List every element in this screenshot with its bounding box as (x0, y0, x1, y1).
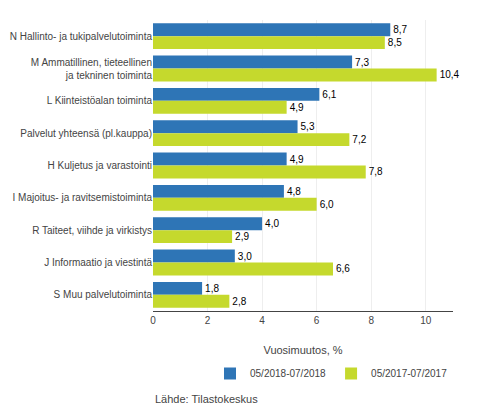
svg-text:10,4: 10,4 (440, 69, 460, 80)
svg-text:4,8: 4,8 (287, 186, 301, 197)
svg-text:4,9: 4,9 (290, 102, 304, 113)
svg-text:H Kuljetus ja varastointi: H Kuljetus ja varastointi (48, 160, 153, 171)
svg-text:05/2017-07/2017: 05/2017-07/2017 (371, 368, 447, 379)
svg-text:7,3: 7,3 (355, 57, 369, 68)
svg-text:R Taiteet, viihde ja virkistys: R Taiteet, viihde ja virkistys (32, 225, 152, 236)
svg-text:2,8: 2,8 (232, 296, 246, 307)
svg-text:2: 2 (205, 315, 211, 326)
svg-text:J Informaatio ja viestintä: J Informaatio ja viestintä (44, 257, 152, 268)
svg-text:8: 8 (368, 315, 374, 326)
svg-text:Palvelut yhteensä (pl.kauppa): Palvelut yhteensä (pl.kauppa) (20, 128, 152, 139)
svg-text:1,8: 1,8 (205, 283, 219, 294)
svg-text:6,0: 6,0 (320, 199, 334, 210)
svg-text:S Muu palvelutoiminta: S Muu palvelutoiminta (54, 289, 153, 300)
svg-text:I Majoitus- ja ravitsemistoimi: I Majoitus- ja ravitsemistoiminta (13, 192, 153, 203)
svg-text:4,9: 4,9 (290, 154, 304, 165)
svg-text:6,1: 6,1 (322, 89, 336, 100)
svg-text:Vuosimuutos, %: Vuosimuutos, % (263, 344, 342, 356)
svg-text:7,2: 7,2 (352, 134, 366, 145)
svg-text:6,6: 6,6 (336, 263, 350, 274)
svg-text:05/2018-07/2018: 05/2018-07/2018 (250, 368, 326, 379)
svg-text:L Kiinteistöalan toiminta: L Kiinteistöalan toiminta (47, 95, 153, 106)
svg-text:3,0: 3,0 (238, 251, 252, 262)
svg-text:8,5: 8,5 (388, 37, 402, 48)
svg-text:2,9: 2,9 (235, 231, 249, 242)
svg-text:7,8: 7,8 (369, 166, 383, 177)
svg-text:8,7: 8,7 (393, 24, 407, 35)
svg-text:N Hallinto- ja tukipalvelutoim: N Hallinto- ja tukipalvelutoiminta (10, 31, 153, 42)
svg-text:10: 10 (420, 315, 432, 326)
svg-text:6: 6 (314, 315, 320, 326)
svg-text:Lähde: Tilastokeskus: Lähde: Tilastokeskus (155, 393, 258, 405)
svg-text:5,3: 5,3 (301, 121, 315, 132)
svg-text:4: 4 (259, 315, 265, 326)
svg-text:4,0: 4,0 (265, 218, 279, 229)
svg-text:M Ammatillinen, tieteellinenja: M Ammatillinen, tieteellinenja tekninen … (31, 57, 153, 81)
svg-text:0: 0 (150, 315, 156, 326)
